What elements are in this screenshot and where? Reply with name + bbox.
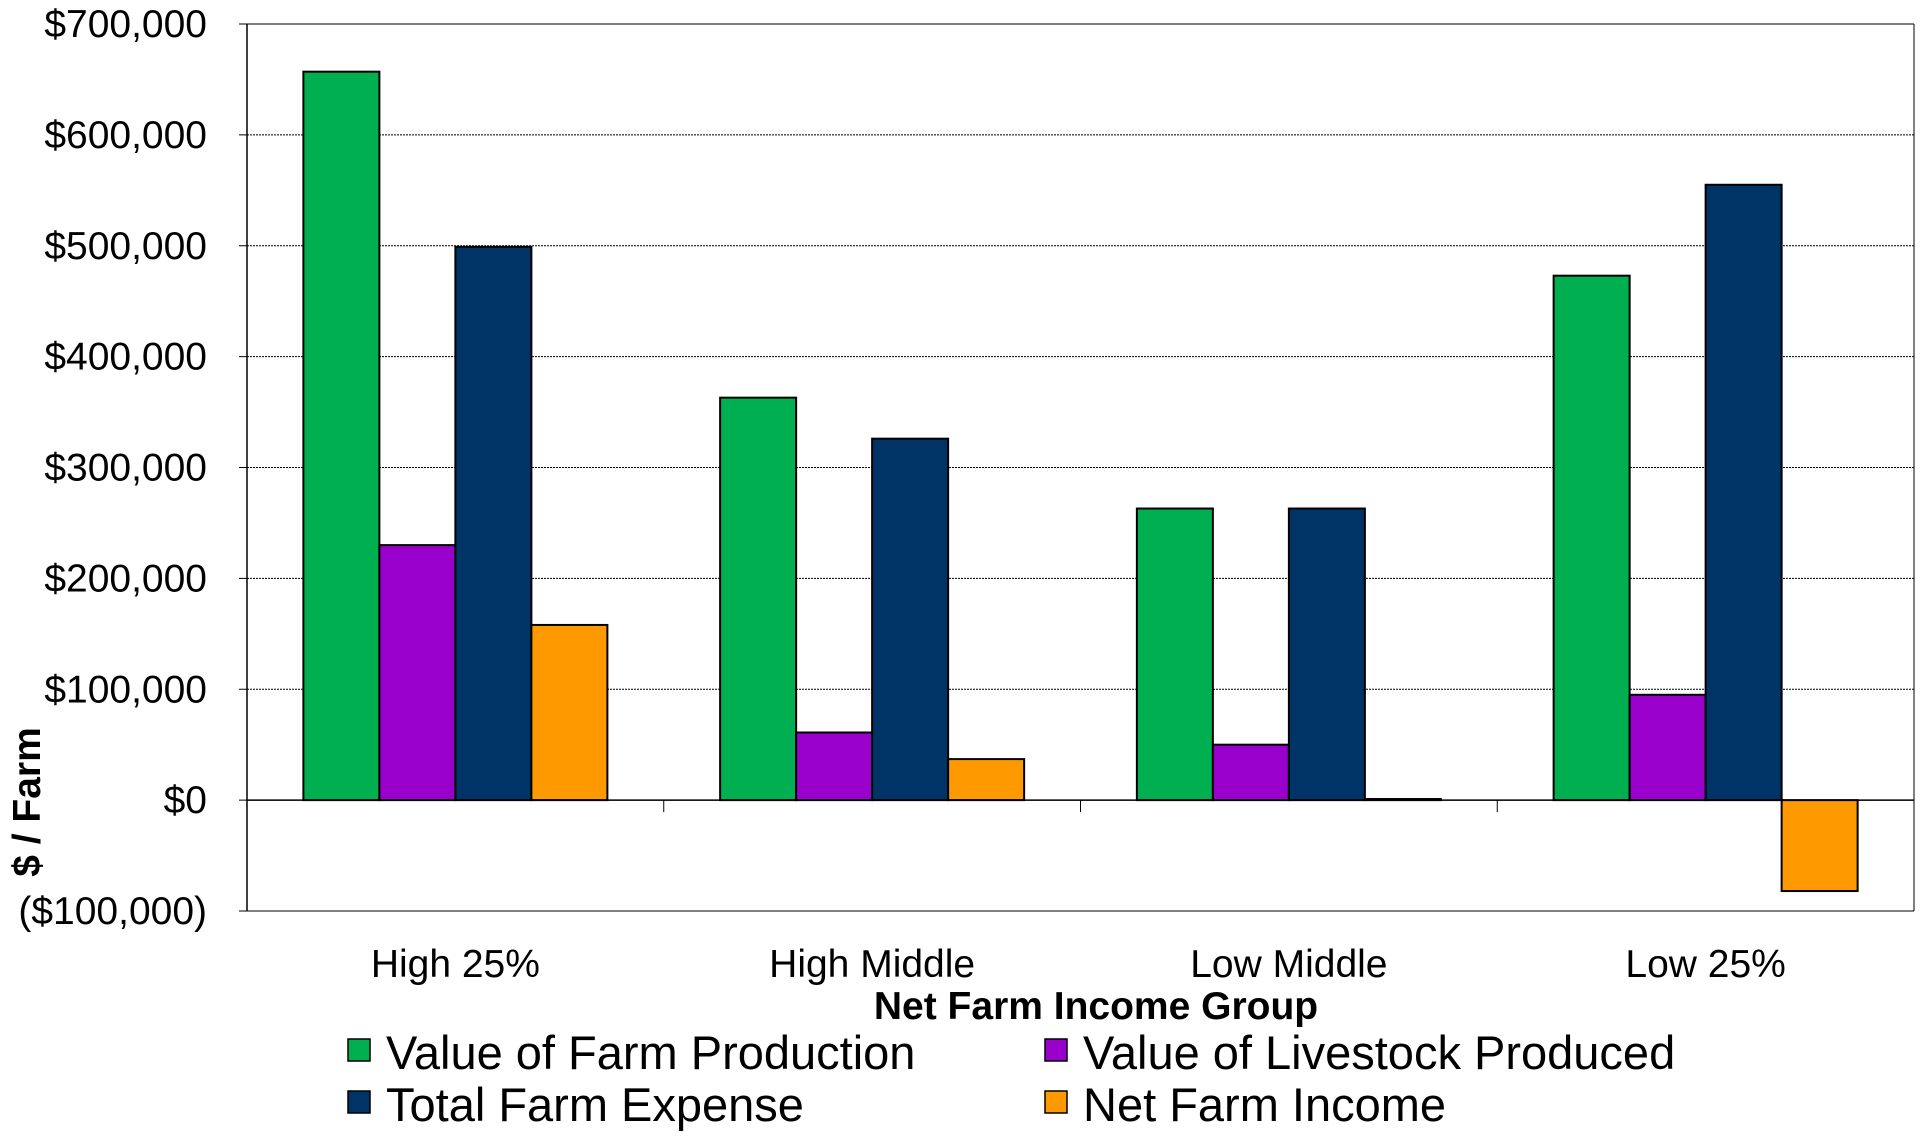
bar: [1135, 507, 1214, 802]
tick-labels: ($100,000) $0 $100,000 $200,000 $300,000 $400…: [18, 3, 1785, 986]
bar: [719, 396, 798, 802]
legend-label: Net Farm Income: [1083, 1078, 1446, 1131]
bar: [1211, 743, 1290, 802]
y-tick-label: $400,000: [44, 336, 207, 379]
bar: [530, 623, 609, 802]
bar: [1552, 274, 1631, 802]
bar: [1287, 507, 1366, 802]
legend-item: Total Farm Expense: [347, 1078, 804, 1131]
bars: [302, 70, 1859, 893]
x-tick-label: High Middle: [769, 943, 975, 986]
legend-swatch: [1044, 1038, 1068, 1062]
y-axis-title: $ / Farm: [6, 727, 49, 877]
bar: [1704, 183, 1783, 802]
y-tick-label: $500,000: [44, 225, 207, 268]
y-tick-label: ($100,000): [18, 890, 207, 933]
y-tick-label: $300,000: [44, 447, 207, 490]
x-tick-label: Low 25%: [1625, 943, 1785, 986]
y-tick-label: $200,000: [44, 557, 207, 600]
y-tick-label: $100,000: [44, 668, 207, 711]
legend-swatch: [1044, 1090, 1068, 1114]
bar: [378, 544, 457, 802]
bar: [302, 70, 381, 802]
legend-swatch: [347, 1090, 371, 1114]
legend-item: Value of Livestock Produced: [1044, 1026, 1675, 1079]
x-tick-label: High 25%: [371, 943, 540, 986]
x-axis-title: Net Farm Income Group: [874, 985, 1318, 1028]
legend-label: Value of Livestock Produced: [1083, 1026, 1675, 1079]
y-tick-label: $0: [164, 779, 207, 822]
legend-label: Total Farm Expense: [386, 1078, 804, 1131]
bar: [1780, 799, 1859, 893]
bar: [1628, 693, 1707, 802]
axes: [239, 23, 1915, 912]
bar: [454, 245, 533, 802]
bar: [947, 758, 1026, 802]
bar: [795, 731, 874, 802]
bar: [871, 437, 950, 802]
legend-item: Value of Farm Production: [347, 1026, 915, 1079]
legend-swatch: [347, 1038, 371, 1062]
legend: Value of Farm Production Value of Livesto…: [347, 1026, 1675, 1131]
legend-item: Net Farm Income: [1044, 1078, 1446, 1131]
x-tick-label: Low Middle: [1190, 943, 1387, 986]
y-tick-label: $600,000: [44, 114, 207, 157]
legend-label: Value of Farm Production: [386, 1026, 915, 1079]
y-tick-label: $700,000: [44, 3, 207, 46]
